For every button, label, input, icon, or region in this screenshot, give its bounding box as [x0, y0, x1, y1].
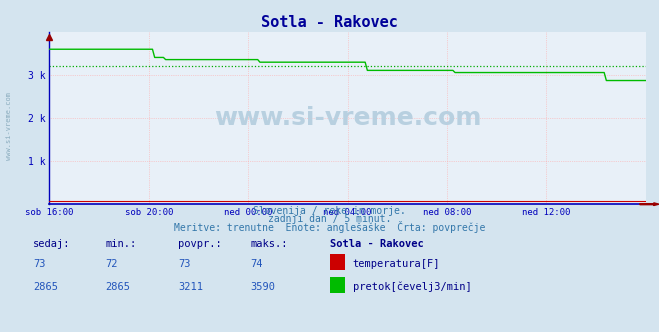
- Text: 2865: 2865: [33, 283, 58, 292]
- Text: maks.:: maks.:: [250, 239, 288, 249]
- Text: min.:: min.:: [105, 239, 136, 249]
- Text: 2865: 2865: [105, 283, 130, 292]
- Text: temperatura[F]: temperatura[F]: [353, 259, 440, 269]
- Text: Slovenija / reke in morje.: Slovenija / reke in morje.: [253, 206, 406, 216]
- Text: 73: 73: [178, 259, 190, 269]
- Text: zadnji dan / 5 minut.: zadnji dan / 5 minut.: [268, 214, 391, 224]
- Text: 74: 74: [250, 259, 263, 269]
- Text: sedaj:: sedaj:: [33, 239, 71, 249]
- Text: povpr.:: povpr.:: [178, 239, 221, 249]
- Text: Meritve: trenutne  Enote: anglešaške  Črta: povprečje: Meritve: trenutne Enote: anglešaške Črta…: [174, 221, 485, 233]
- Text: www.si-vreme.com: www.si-vreme.com: [214, 106, 481, 130]
- Text: pretok[čevelj3/min]: pretok[čevelj3/min]: [353, 282, 471, 292]
- Text: 73: 73: [33, 259, 45, 269]
- Text: 3590: 3590: [250, 283, 275, 292]
- Text: 3211: 3211: [178, 283, 203, 292]
- Text: 72: 72: [105, 259, 118, 269]
- Text: www.si-vreme.com: www.si-vreme.com: [5, 92, 12, 160]
- Text: Sotla - Rakovec: Sotla - Rakovec: [330, 239, 423, 249]
- Text: Sotla - Rakovec: Sotla - Rakovec: [261, 15, 398, 30]
